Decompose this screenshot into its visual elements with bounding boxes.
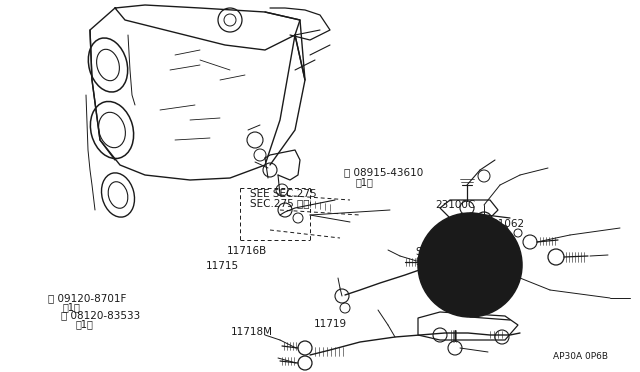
Text: （1）: （1） bbox=[356, 177, 374, 187]
Text: （1）: （1） bbox=[76, 320, 93, 329]
Text: Ⓑ 08120-83533: Ⓑ 08120-83533 bbox=[61, 311, 140, 320]
Text: 11716B: 11716B bbox=[227, 246, 268, 256]
Text: 23100C: 23100C bbox=[435, 201, 476, 210]
Text: SEE SEC.275: SEE SEC.275 bbox=[250, 189, 316, 199]
Text: 11718M: 11718M bbox=[230, 327, 273, 337]
Text: （1）: （1） bbox=[460, 228, 477, 237]
Text: 11719: 11719 bbox=[314, 320, 347, 329]
Text: （1）: （1） bbox=[63, 302, 81, 312]
Text: Ⓜ 08915-43610: Ⓜ 08915-43610 bbox=[344, 167, 424, 177]
Text: 11715: 11715 bbox=[206, 261, 239, 271]
Text: SEC.231 参照: SEC.231 参照 bbox=[416, 256, 476, 266]
Circle shape bbox=[418, 213, 522, 317]
Text: Ⓢ 08360-51062: Ⓢ 08360-51062 bbox=[445, 218, 524, 228]
Circle shape bbox=[456, 251, 484, 279]
Text: Ⓑ 09120-8701F: Ⓑ 09120-8701F bbox=[48, 294, 126, 303]
Text: SEE SEC.231: SEE SEC.231 bbox=[416, 247, 483, 257]
Text: SEC.275 参照: SEC.275 参照 bbox=[250, 198, 309, 208]
Text: AP30A 0P6B: AP30A 0P6B bbox=[553, 352, 608, 361]
